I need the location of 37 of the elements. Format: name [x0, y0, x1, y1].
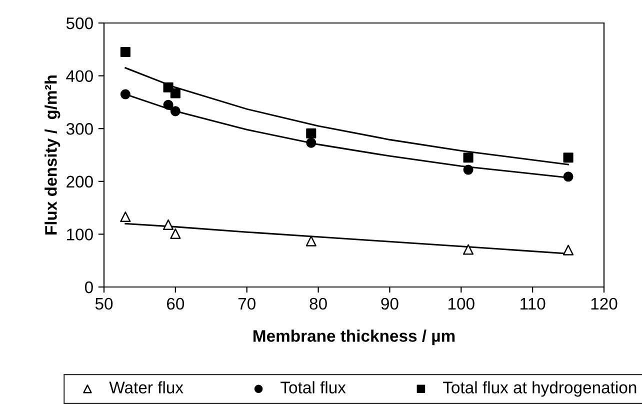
- line-series: [124, 67, 570, 166]
- y-tick-label: 500: [66, 17, 93, 30]
- point: [120, 47, 130, 58]
- x-tick-label: 50: [95, 298, 113, 310]
- point: [463, 164, 474, 175]
- y-tick-label: 0: [84, 281, 93, 294]
- point: [170, 228, 181, 239]
- x-tick-label: 110: [520, 298, 546, 310]
- x-tick-label: 80: [310, 298, 327, 310]
- y-axis-title: Flux density / g/m²h: [44, 75, 60, 234]
- x-axis-title: Membrane thickness / µm: [254, 330, 455, 346]
- x-tick-label: 120: [591, 298, 618, 310]
- point: [306, 138, 316, 148]
- legend-label: Total flux: [280, 381, 346, 394]
- point: [563, 172, 574, 182]
- point: [163, 100, 174, 110]
- point: [463, 152, 474, 163]
- point: [120, 89, 130, 100]
- point: [463, 244, 474, 255]
- y-tick-label: 100: [67, 228, 93, 240]
- point: [306, 128, 316, 138]
- point: [170, 106, 180, 116]
- y-tick-label: 300: [66, 123, 93, 135]
- point: [163, 219, 174, 230]
- point: [563, 244, 574, 256]
- x-tick-label: 100: [448, 298, 474, 310]
- x-tick-label: 60: [167, 298, 184, 310]
- point: [170, 88, 180, 98]
- legend-label: Water flux: [109, 381, 184, 394]
- point: [120, 211, 131, 222]
- x-tick-label: 90: [381, 298, 398, 310]
- y-tick-label: 200: [66, 176, 93, 188]
- point: [563, 152, 574, 163]
- point: [306, 236, 316, 246]
- legend-label: Total flux at hydrogenation: [443, 381, 636, 397]
- x-tick-label: 70: [238, 298, 256, 310]
- y-tick-label: 400: [66, 70, 93, 82]
